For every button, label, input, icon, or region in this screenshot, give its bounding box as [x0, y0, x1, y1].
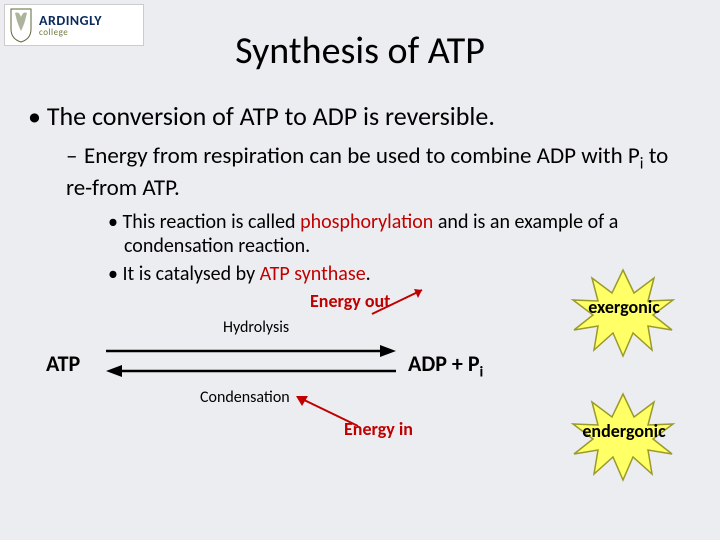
logo-sub-text: college — [39, 28, 102, 37]
logo: ARDINGLY college — [4, 4, 144, 46]
l3b-pre: It is catalysed by — [122, 262, 259, 286]
energy-in-label: Energy in — [344, 418, 413, 440]
atp-label: ATP — [46, 350, 80, 377]
adp-pi-pre: ADP + P — [408, 350, 480, 377]
bullet-level1: The conversion of ATP to ADP is reversib… — [28, 100, 692, 132]
adp-pi-sub: i — [480, 362, 484, 381]
exergonic-label: exergonic — [564, 296, 684, 318]
logo-main-text: ARDINGLY — [39, 14, 102, 28]
reverse-arrow-icon — [106, 362, 396, 380]
condensation-label: Condensation — [200, 388, 290, 407]
bullet-level3-a: This reaction is called phosphorylation … — [108, 210, 692, 258]
hydrolysis-label: Hydrolysis — [223, 318, 289, 337]
adp-pi-label: ADP + Pi — [408, 350, 483, 381]
l3b-red: ATP synthase — [260, 262, 366, 286]
logo-text: ARDINGLY college — [39, 14, 102, 37]
logo-crest-icon — [7, 7, 35, 43]
energy-out-arrow-icon — [368, 284, 438, 320]
l3a-pre: This reaction is called — [122, 210, 300, 234]
slide-content: The conversion of ATP to ADP is reversib… — [0, 100, 720, 490]
forward-arrow-icon — [106, 342, 396, 360]
l3a-red: phosphorylation — [300, 210, 433, 234]
endergonic-label: endergonic — [564, 420, 684, 442]
bullet-level2: –Energy from respiration can be used to … — [66, 142, 692, 202]
l2-text-pre: Energy from respiration can be used to c… — [84, 142, 640, 170]
l3b-post: . — [366, 262, 371, 286]
reaction-diagram: Energy out Hydrolysis ATP ADP + Pi Conde… — [28, 290, 692, 490]
